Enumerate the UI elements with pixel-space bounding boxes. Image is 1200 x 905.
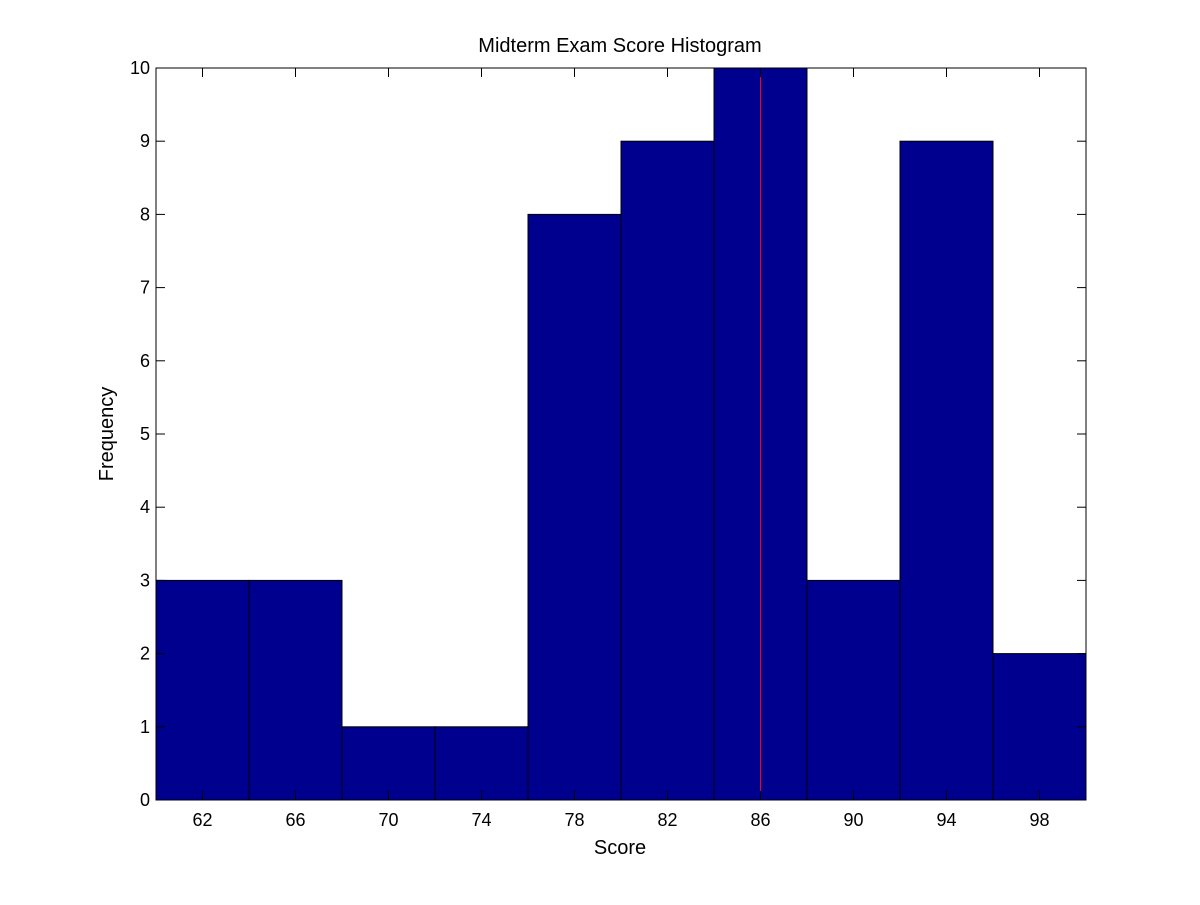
bar-98 [992,653,1087,801]
y-axis-title: Frequency [96,387,118,482]
y-tick-label-7: 7 [140,278,150,298]
y-tick-label-5: 5 [140,424,150,444]
y-tick-label-6: 6 [140,351,150,371]
bar-62 [155,579,250,801]
x-tick-label-86: 86 [750,810,770,830]
x-tick-label-98: 98 [1029,810,1049,830]
y-tick-label-0: 0 [140,790,150,810]
x-tick-label-94: 94 [936,810,956,830]
ticks-group [156,67,1086,801]
x-tick-label-62: 62 [192,810,212,830]
x-tick-label-66: 66 [285,810,305,830]
y-tick-label-8: 8 [140,204,150,224]
bar-70 [341,726,436,801]
y-tick-label-9: 9 [140,131,150,151]
x-tick-label-78: 78 [564,810,584,830]
chart-title: Midterm Exam Score Histogram [478,35,761,57]
y-tick-label-4: 4 [140,497,150,517]
bar-90 [806,579,901,801]
x-tick-label-90: 90 [843,810,863,830]
x-axis-title: Score [594,837,646,859]
bar-94 [899,140,994,801]
y-tick-label-10: 10 [130,58,150,78]
x-tick-label-82: 82 [657,810,677,830]
y-tick-label-2: 2 [140,644,150,664]
bar-78 [527,213,622,801]
y-tick-label-1: 1 [140,717,150,737]
x-tick-label-70: 70 [378,810,398,830]
x-tick-label-74: 74 [471,810,491,830]
bar-74 [434,726,529,801]
y-tick-label-3: 3 [140,570,150,590]
bar-66 [248,579,343,801]
bar-82 [620,140,715,801]
